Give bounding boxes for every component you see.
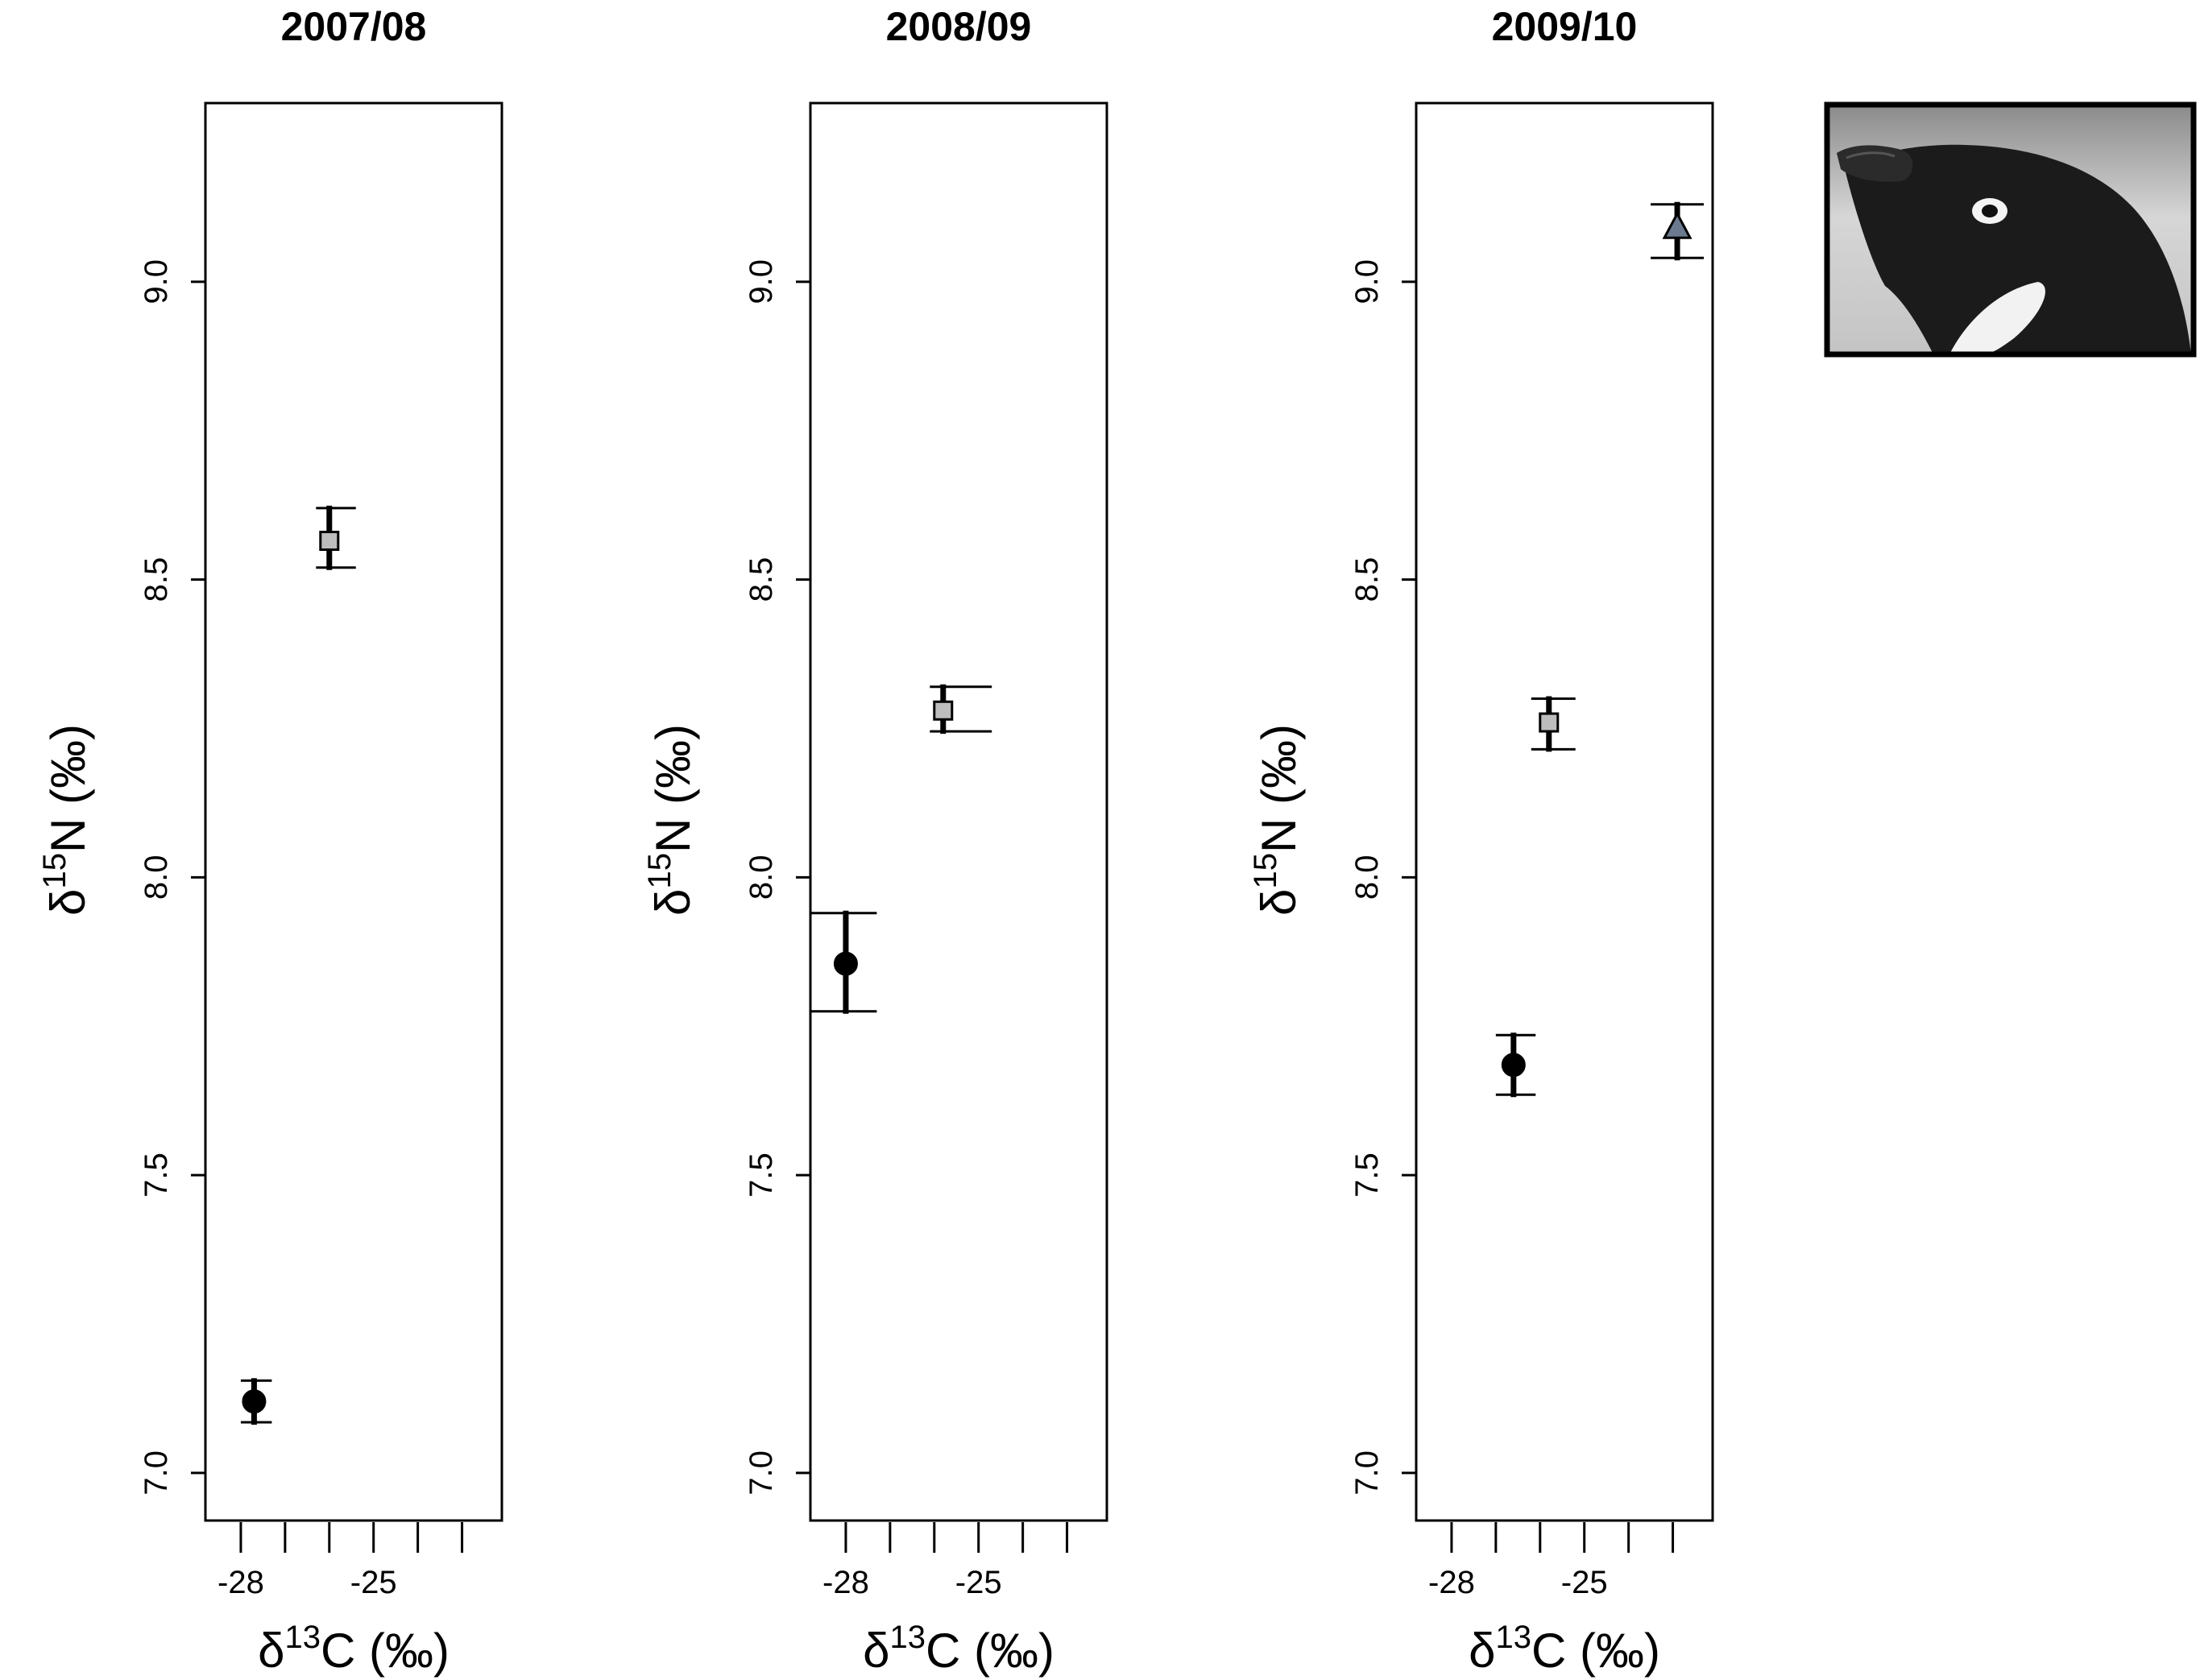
data-point-circle (1495, 1032, 1536, 1098)
y-tick-label: 7.5 (139, 1152, 174, 1198)
y-tick-label: 7.0 (139, 1450, 174, 1496)
data-point-square (1531, 696, 1576, 752)
data-point-circle (240, 1378, 272, 1425)
y-tick-label: 9.0 (139, 259, 174, 304)
y-tick-label: 7.0 (1349, 1450, 1385, 1496)
y-tick-label: 8.0 (744, 855, 779, 900)
y-tick-label: 8.5 (139, 557, 174, 602)
y-axis-label: δ15N (‰) (642, 724, 700, 916)
plot-frame (1415, 101, 1714, 1522)
marker-square (1539, 712, 1560, 733)
y-tick-label: 8.0 (1349, 855, 1385, 900)
y-tick-label: 9.0 (744, 259, 779, 304)
x-tick-label: -28 (218, 1565, 264, 1600)
y-axis-label: δ15N (‰) (37, 724, 95, 916)
x-tick-label: -25 (1561, 1565, 1608, 1600)
data-point-triangle (1651, 201, 1705, 261)
x-tick-label: -25 (955, 1565, 1002, 1600)
panel-3: 2009/10 7.0 7.5 8.0 8.5 9.0 -28 -25 δ13C (‰) δ15N… (1248, 4, 1714, 1678)
marker-square (319, 531, 340, 552)
panel-1: 2007/08 7.0 7.5 8.0 8.5 9.0 -28 -25 δ13C (‰) δ15N… (37, 4, 503, 1678)
panel-2: 2008/09 7.0 7.5 8.0 8.5 9.0 -28 -25 δ13C (‰) δ15N… (642, 4, 1108, 1678)
x-axis-label: δ13C (‰) (258, 1620, 450, 1678)
plot-frame (204, 101, 503, 1522)
x-tick-label: -28 (1428, 1565, 1475, 1600)
data-point-square (930, 684, 992, 734)
panel-title: 2008/09 (886, 4, 1032, 49)
x-tick-label: -28 (822, 1565, 869, 1600)
y-tick-label: 8.5 (744, 557, 779, 602)
y-axis-label: δ15N (‰) (1248, 724, 1306, 916)
marker-square (933, 700, 954, 721)
panel-title: 2009/10 (1492, 4, 1638, 49)
y-tick-label: 9.0 (1349, 259, 1385, 304)
y-tick-label: 7.5 (1349, 1152, 1385, 1198)
marker-circle (833, 951, 858, 976)
data-point-square (316, 505, 356, 570)
marker-circle (1501, 1053, 1526, 1078)
y-tick-label: 7.5 (744, 1152, 779, 1198)
x-axis-label: δ13C (‰) (1469, 1620, 1660, 1678)
panel-title: 2007/08 (281, 4, 427, 49)
penguin-photo (1824, 101, 2197, 358)
x-tick-label: -25 (350, 1565, 397, 1600)
marker-triangle (1662, 211, 1692, 239)
marker-circle (242, 1389, 267, 1414)
y-tick-label: 8.5 (1349, 557, 1385, 602)
y-tick-label: 8.0 (139, 855, 174, 900)
x-axis-label: δ13C (‰) (863, 1620, 1054, 1678)
plot-frame (809, 101, 1108, 1522)
data-point-circle (810, 910, 877, 1014)
y-tick-label: 7.0 (744, 1450, 779, 1496)
